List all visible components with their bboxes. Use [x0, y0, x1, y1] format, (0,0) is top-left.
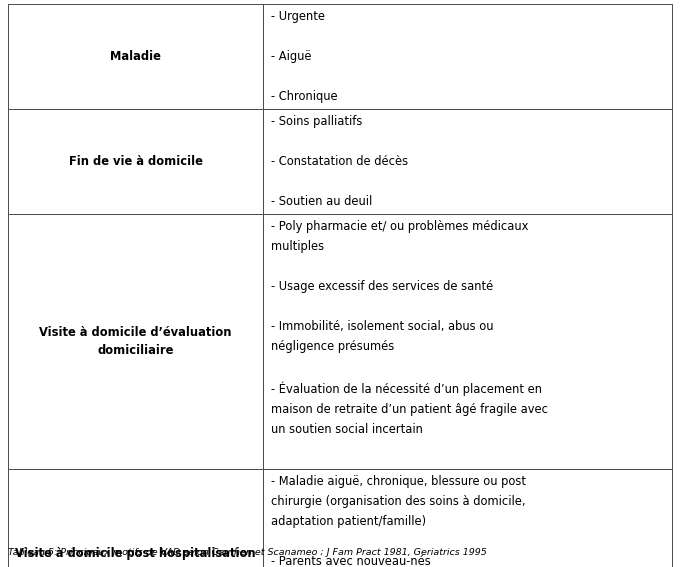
Bar	[8, 214, 263, 469]
Text: Maladie: Maladie	[110, 50, 161, 63]
Text: - Poly pharmacie et/ ou problèmes médicaux
multiples

- Usage excessif des servi: - Poly pharmacie et/ ou problèmes médica…	[271, 220, 548, 435]
Bar	[263, 214, 672, 469]
Bar	[8, 4, 263, 109]
Bar	[8, 109, 263, 214]
Text: - Maladie aiguë, chronique, blessure ou post
chirurgie (organisation des soins à: - Maladie aiguë, chronique, blessure ou …	[271, 475, 526, 567]
Text: - Urgente

- Aiguë

- Chronique: - Urgente - Aiguë - Chronique	[271, 10, 337, 103]
Text: Visite à domicile post hospitalisation: Visite à domicile post hospitalisation	[15, 547, 256, 560]
Bar	[8, 469, 263, 567]
Bar	[263, 469, 672, 567]
Text: - Soins palliatifs

- Constatation de décès

- Soutien au deuil: - Soins palliatifs - Constatation de déc…	[271, 115, 408, 208]
Text: Tableau 5: Principaux motifs de VAD selon Cauthen et Scanameo ; J Fam Pract 1981: Tableau 5: Principaux motifs de VAD selo…	[8, 548, 487, 557]
Text: Visite à domicile d’évaluation
domiciliaire: Visite à domicile d’évaluation domicilia…	[39, 325, 232, 358]
Text: Fin de vie à domicile: Fin de vie à domicile	[68, 155, 202, 168]
Bar	[263, 109, 672, 214]
Bar	[263, 4, 672, 109]
